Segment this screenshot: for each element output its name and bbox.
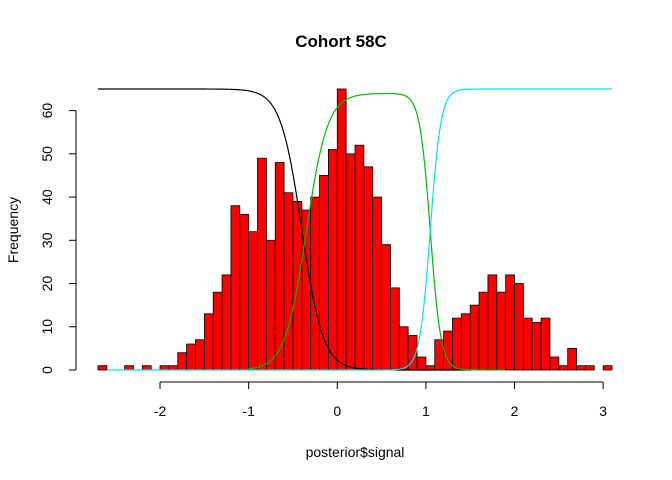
histogram-bar xyxy=(505,274,515,371)
histogram-bar xyxy=(345,153,356,371)
histogram-bar xyxy=(221,274,232,371)
histogram-bar xyxy=(549,356,560,371)
x-tick-label: 3 xyxy=(599,403,607,419)
histogram-bar xyxy=(141,365,152,371)
x-axis: -2 -1 0 1 2 3 xyxy=(154,381,607,419)
histogram-bar xyxy=(248,231,258,371)
histogram-bar xyxy=(372,196,382,371)
y-tick-label: 40 xyxy=(39,189,55,205)
histogram-bar xyxy=(478,291,489,371)
histogram-bar xyxy=(168,365,179,371)
x-tick-label: 1 xyxy=(422,403,430,419)
x-tick-label: 0 xyxy=(333,403,341,419)
y-tick-label: 50 xyxy=(39,146,55,162)
curves-group xyxy=(98,88,612,371)
bars-group xyxy=(97,88,613,371)
histogram-bar xyxy=(416,356,427,371)
histogram-bar xyxy=(540,317,551,371)
histogram-bar xyxy=(576,365,586,371)
histogram-bar xyxy=(230,205,241,371)
histogram-bar xyxy=(97,365,108,371)
histogram-bar xyxy=(602,365,613,371)
x-axis-label: posterior$signal xyxy=(306,444,405,460)
histogram-bar xyxy=(469,304,480,371)
histogram-bar xyxy=(212,291,223,371)
posterior-curve xyxy=(98,88,471,371)
chart-title: Cohort 58C xyxy=(295,32,387,51)
histogram-bar xyxy=(203,313,214,371)
histogram-bar xyxy=(425,365,436,371)
posterior-curve xyxy=(248,92,506,371)
histogram-bar xyxy=(310,196,320,371)
histogram-bar xyxy=(265,239,276,371)
y-tick-label: 0 xyxy=(39,366,55,374)
histogram-bar xyxy=(585,365,595,371)
y-tick-label: 30 xyxy=(39,232,55,248)
histogram-bar xyxy=(124,365,134,371)
y-axis-label: Frequency xyxy=(5,197,21,263)
histogram-bar xyxy=(567,347,577,371)
histogram-bar xyxy=(452,317,462,371)
posterior-curve xyxy=(106,88,612,371)
histogram-bar xyxy=(381,244,391,371)
histogram-bar xyxy=(159,365,170,371)
histogram-bar xyxy=(354,144,365,371)
histogram-bar xyxy=(177,352,188,371)
x-tick-label: 2 xyxy=(511,403,519,419)
y-tick-label: 20 xyxy=(39,276,55,292)
histogram-bar xyxy=(398,326,409,371)
histogram-bar xyxy=(239,213,250,371)
histogram-bar xyxy=(496,291,507,371)
y-tick-label: 10 xyxy=(39,319,55,335)
histogram-bar xyxy=(328,149,338,371)
histogram-bar xyxy=(319,175,329,371)
histogram-bar xyxy=(487,274,498,371)
histogram-bar xyxy=(460,313,471,371)
histogram-bar xyxy=(195,339,205,371)
histogram-bar xyxy=(336,88,347,371)
histogram-bar xyxy=(186,343,196,371)
histogram-bar xyxy=(558,365,569,371)
y-axis: 0 10 20 30 40 50 60 xyxy=(39,103,77,374)
y-tick-label: 60 xyxy=(39,103,55,119)
histogram-bar xyxy=(514,283,524,371)
x-tick-label: -2 xyxy=(154,403,167,419)
histogram-bar xyxy=(363,166,374,371)
histogram-bar xyxy=(257,157,267,371)
x-tick-label: -1 xyxy=(242,403,255,419)
histogram-bar xyxy=(531,322,542,371)
histogram-bar xyxy=(390,287,400,371)
histogram-bar xyxy=(274,162,285,371)
histogram-bar xyxy=(283,192,294,371)
histogram-bar xyxy=(522,317,533,371)
